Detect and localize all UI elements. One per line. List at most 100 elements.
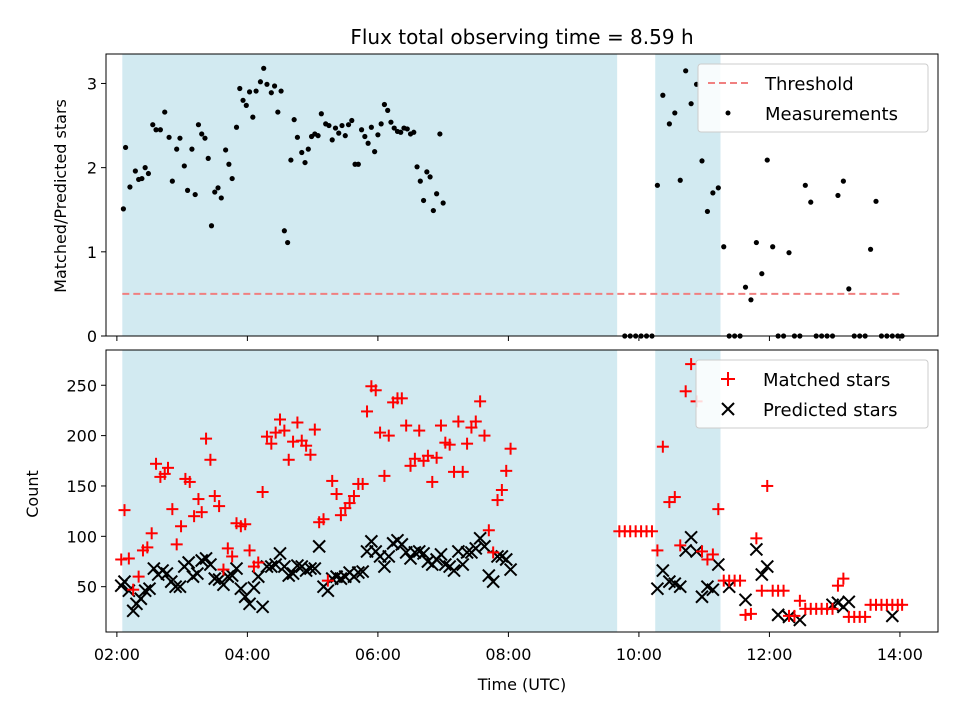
- measurement-point: [391, 125, 397, 131]
- matched-star-point: [127, 583, 140, 596]
- matched-star-point: [269, 426, 282, 439]
- predicted-star-point: [203, 557, 218, 572]
- predicted-star-point: [168, 579, 183, 594]
- predicted-star-point: [650, 581, 665, 596]
- measurement-point: [132, 168, 138, 174]
- y-tick-label: 1: [87, 243, 97, 262]
- x-tick-label: 08:00: [485, 645, 531, 664]
- matched-star-point: [755, 584, 768, 597]
- bottom-x-axis-label: Time (UTC): [477, 675, 566, 694]
- predicted-star-point: [351, 565, 366, 580]
- matched-star-point: [679, 385, 692, 398]
- y-tick-label: 3: [87, 74, 97, 93]
- matched-star-point: [317, 513, 330, 526]
- predicted-legend-label: Predicted stars: [763, 400, 897, 421]
- predicted-star-point: [126, 604, 140, 618]
- matched-star-point: [461, 437, 474, 450]
- matched-star-point: [744, 607, 757, 620]
- matched-star-point: [188, 510, 201, 523]
- measurement-point: [753, 239, 759, 246]
- predicted-star-point: [142, 581, 157, 596]
- measurement-point: [411, 129, 417, 135]
- measurement-point: [802, 182, 808, 188]
- measurement-point: [153, 127, 159, 133]
- measurement-point: [332, 125, 339, 131]
- matched-star-point: [465, 421, 478, 434]
- measurement-point: [414, 164, 420, 170]
- measurement-point: [378, 121, 384, 127]
- top-legend-box: [697, 63, 929, 133]
- predicted-star-point: [382, 549, 396, 564]
- predicted-star-point: [885, 609, 900, 623]
- predicted-legend-swatch: [721, 402, 735, 416]
- measurement-point: [362, 133, 368, 140]
- measurement-point: [677, 177, 683, 183]
- measurement-point: [721, 244, 727, 250]
- matched-star-point: [750, 532, 763, 545]
- matched-star-point: [777, 584, 790, 597]
- y-tick-label: 100: [66, 527, 97, 546]
- matched-star-point: [674, 539, 687, 552]
- measurement-point: [388, 119, 394, 125]
- measurement-point: [342, 133, 348, 139]
- matched-star-point: [274, 413, 287, 426]
- matched-star-point: [326, 474, 339, 487]
- predicted-star-point: [290, 558, 305, 573]
- top-y-axis-ticks: 0 1 2 3: [87, 74, 106, 346]
- predicted-star-point: [447, 563, 461, 578]
- matched-star-point: [712, 503, 725, 516]
- matched-star-point: [651, 544, 664, 557]
- y-tick-label: 200: [66, 427, 97, 446]
- predicted-star-point: [242, 597, 257, 611]
- bottom-plot-frame: [105, 349, 939, 633]
- matched-star-point: [482, 524, 495, 537]
- matched-legend-label: Matched stars: [763, 370, 890, 391]
- matched-star-point: [161, 461, 174, 474]
- measurement-point: [440, 200, 446, 206]
- measurement-point: [208, 223, 215, 229]
- predicted-star-point: [755, 567, 769, 582]
- matched-star-point: [192, 493, 205, 506]
- top-x-axis-ticks: [116, 336, 901, 341]
- predicted-star-point: [247, 580, 261, 595]
- matched-star-point: [469, 415, 482, 428]
- matched-star-point: [300, 439, 313, 452]
- predicted-star-point: [499, 552, 513, 567]
- predicted-star-point: [482, 568, 496, 583]
- measurement-point: [336, 130, 342, 136]
- measurement-point: [257, 79, 264, 85]
- top-plot-frame: [105, 53, 939, 337]
- measurement-point: [223, 147, 229, 153]
- matched-star-point: [663, 496, 676, 509]
- measurement-point: [358, 127, 365, 133]
- predicted-star-point: [255, 600, 270, 614]
- x-tick-label: 04:00: [224, 645, 270, 664]
- predicted-star-point: [486, 574, 500, 589]
- measurements-legend-label: Measurements: [765, 104, 898, 125]
- matched-star-point: [474, 395, 487, 408]
- observing-interval-shade: [122, 54, 618, 336]
- predicted-star-point: [181, 555, 196, 570]
- matched-star-point: [734, 574, 747, 587]
- measurement-point: [672, 110, 678, 116]
- matched-star-point: [170, 538, 183, 551]
- matched-star-point: [701, 553, 714, 566]
- measurement-point: [349, 117, 355, 124]
- matched-star-point: [826, 602, 839, 615]
- predicted-star-point: [273, 546, 287, 561]
- measurement-point: [437, 131, 443, 137]
- predicted-star-point: [738, 593, 753, 607]
- matched-star-point: [321, 574, 334, 587]
- measurement-point: [278, 88, 284, 94]
- predicted-star-point: [308, 561, 322, 576]
- matched-star-point: [382, 429, 395, 442]
- matched-star-point: [859, 610, 872, 623]
- matched-star-point: [252, 556, 265, 569]
- measurement-point: [704, 208, 711, 215]
- top-y-axis-label: Matched/Predicted stars: [51, 99, 70, 293]
- measurement-point: [240, 97, 246, 103]
- matched-star-point: [115, 553, 128, 566]
- matched-star-point: [282, 453, 295, 466]
- matched-star-point: [793, 594, 806, 607]
